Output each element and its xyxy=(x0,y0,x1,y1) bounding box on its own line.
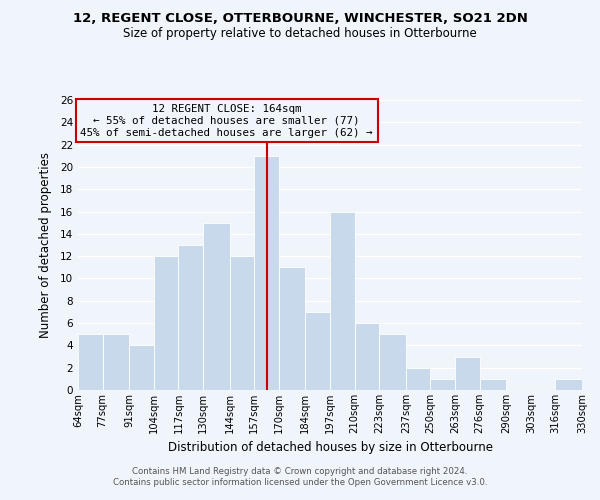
Text: 12 REGENT CLOSE: 164sqm
← 55% of detached houses are smaller (77)
45% of semi-de: 12 REGENT CLOSE: 164sqm ← 55% of detache… xyxy=(80,104,373,138)
Bar xyxy=(279,268,305,390)
Text: Contains HM Land Registry data © Crown copyright and database right 2024.: Contains HM Land Registry data © Crown c… xyxy=(132,467,468,476)
Bar xyxy=(230,256,254,390)
Bar xyxy=(355,323,379,390)
Bar xyxy=(455,356,479,390)
Bar xyxy=(430,379,455,390)
Bar xyxy=(78,334,103,390)
Bar xyxy=(330,212,355,390)
Bar xyxy=(556,379,582,390)
Text: Size of property relative to detached houses in Otterbourne: Size of property relative to detached ho… xyxy=(123,28,477,40)
Bar xyxy=(305,312,330,390)
Text: Contains public sector information licensed under the Open Government Licence v3: Contains public sector information licen… xyxy=(113,478,487,487)
Y-axis label: Number of detached properties: Number of detached properties xyxy=(38,152,52,338)
Text: 12, REGENT CLOSE, OTTERBOURNE, WINCHESTER, SO21 2DN: 12, REGENT CLOSE, OTTERBOURNE, WINCHESTE… xyxy=(73,12,527,26)
Bar xyxy=(379,334,406,390)
Bar xyxy=(479,379,506,390)
Bar xyxy=(203,222,230,390)
Bar xyxy=(103,334,129,390)
Bar xyxy=(406,368,430,390)
Bar xyxy=(254,156,279,390)
Bar xyxy=(154,256,178,390)
Bar xyxy=(129,346,154,390)
X-axis label: Distribution of detached houses by size in Otterbourne: Distribution of detached houses by size … xyxy=(167,442,493,454)
Bar xyxy=(178,245,203,390)
